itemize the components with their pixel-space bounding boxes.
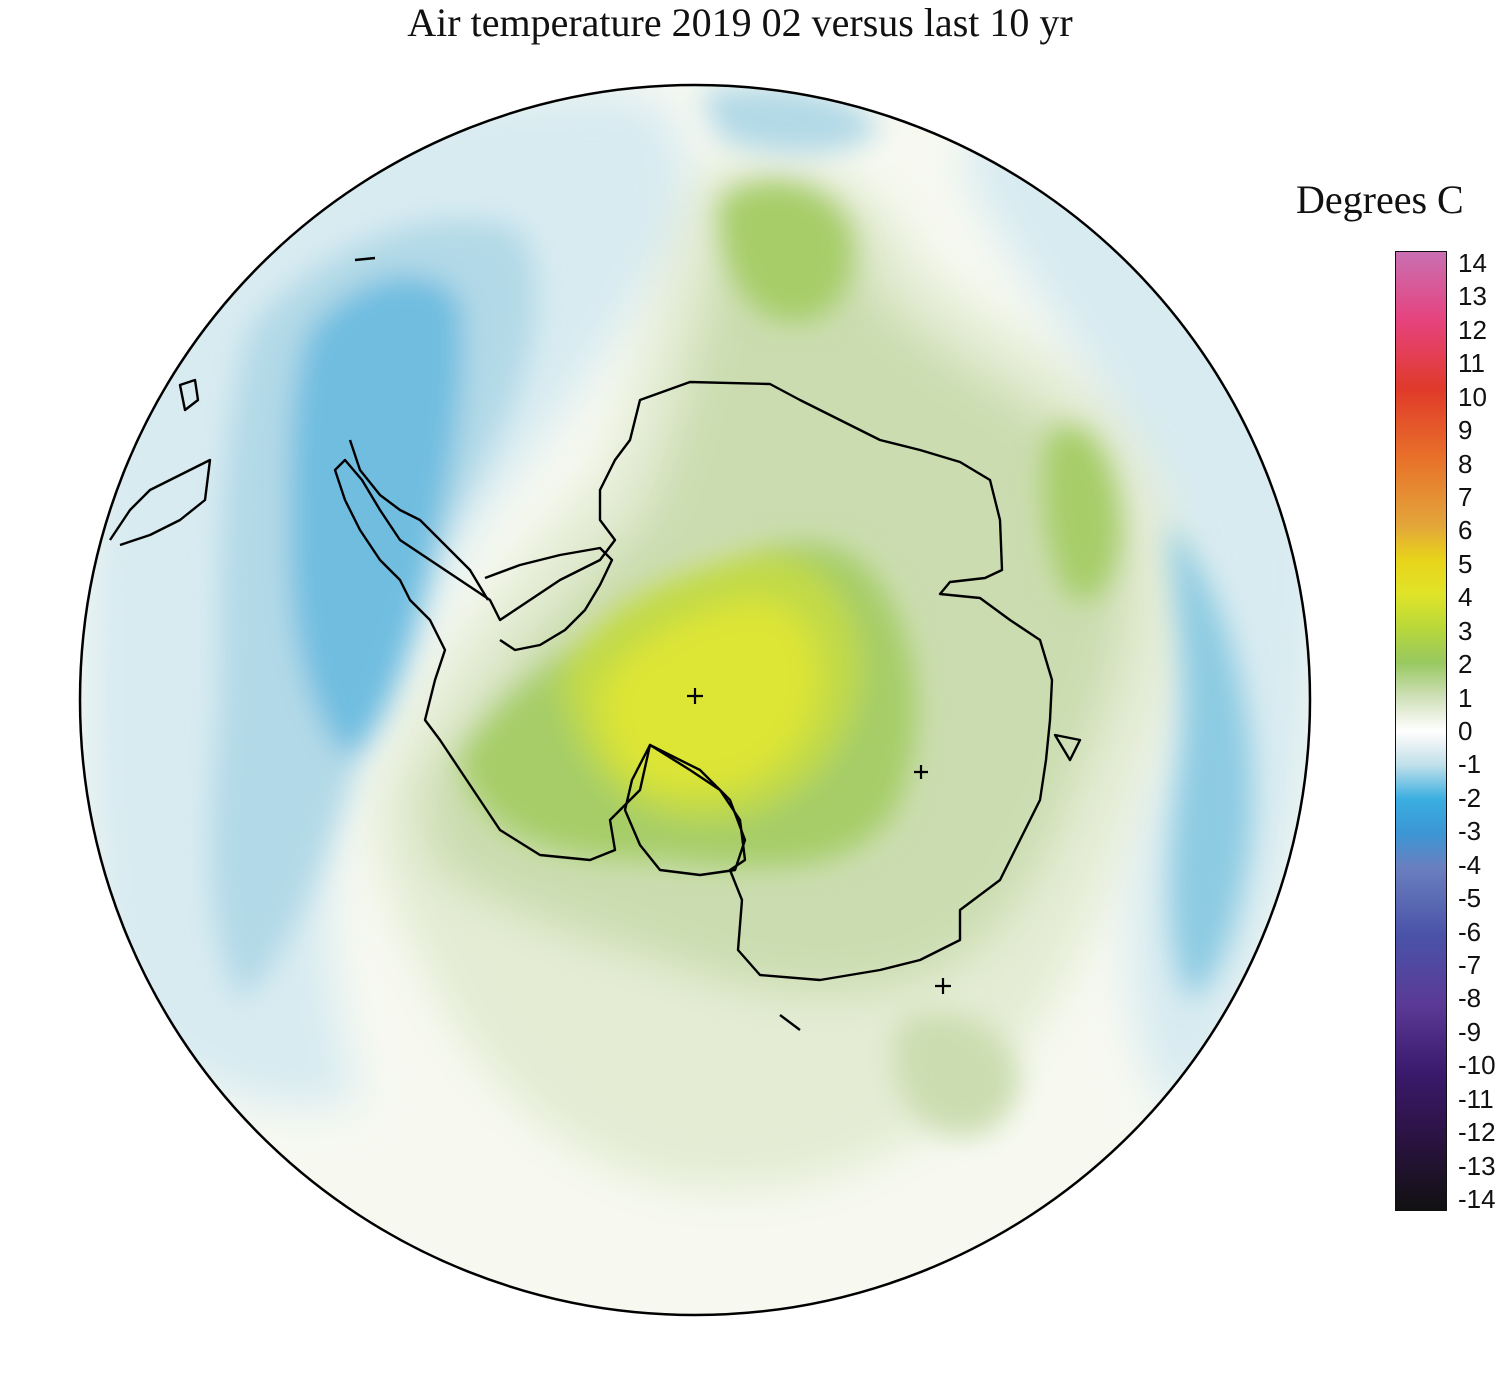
colorbar-label: Degrees C [1296, 177, 1464, 222]
colorbar-tick-label: 14 [1458, 248, 1487, 278]
colorbar-tick-label: 11 [1458, 348, 1485, 379]
colorbar-tick-label: 6 [1458, 515, 1473, 546]
colorbar-tick-label: 0 [1458, 716, 1473, 746]
colorbar-tick-label: 1 [1458, 682, 1473, 713]
polar-temperature-anomaly-map [78, 83, 1312, 1317]
colorbar-tick-label: -14 [1458, 1184, 1496, 1214]
colorbar-tick-label: 2 [1458, 649, 1473, 680]
colorbar-tick-label: -10 [1458, 1050, 1496, 1081]
colorbar-tick-label: -4 [1458, 849, 1482, 880]
map-boundary [78, 83, 1312, 1317]
colorbar-tick-label: 12 [1458, 314, 1487, 345]
colorbar [1395, 251, 1447, 1211]
colorbar-tick-label: -13 [1458, 1150, 1496, 1181]
coastline [109, 256, 1082, 1031]
colorbar-tick-label: -5 [1458, 883, 1482, 914]
colorbar-tick-label: 5 [1458, 548, 1473, 579]
colorbar-tick-label: -12 [1458, 1117, 1496, 1148]
colorbar-tick-label: 3 [1458, 615, 1473, 646]
grid-markers [687, 688, 951, 994]
colorbar-tick-label: 7 [1458, 482, 1473, 512]
colorbar-tick-label: -7 [1458, 950, 1482, 980]
colorbar-tick-label: -6 [1458, 916, 1482, 947]
colorbar-tick-label: -9 [1458, 1016, 1482, 1047]
colorbar-tick-label: -1 [1458, 749, 1482, 780]
colorbar-tick-label: -11 [1458, 1083, 1494, 1114]
colorbar-tick-label: 13 [1458, 281, 1487, 312]
colorbar-tick-label: 10 [1458, 381, 1487, 412]
colorbar-tick-label: -3 [1458, 816, 1482, 847]
colorbar-tick-label: 9 [1458, 415, 1473, 446]
colorbar-tick-label: -8 [1458, 983, 1482, 1014]
map-title: Air temperature 2019 02 versus last 10 y… [407, 0, 1073, 45]
colorbar-tick-label: -2 [1458, 782, 1482, 813]
anomaly-field [80, 85, 1310, 1315]
colorbar-tick-label: 4 [1458, 582, 1473, 613]
colorbar-tick-label: 8 [1458, 448, 1473, 479]
